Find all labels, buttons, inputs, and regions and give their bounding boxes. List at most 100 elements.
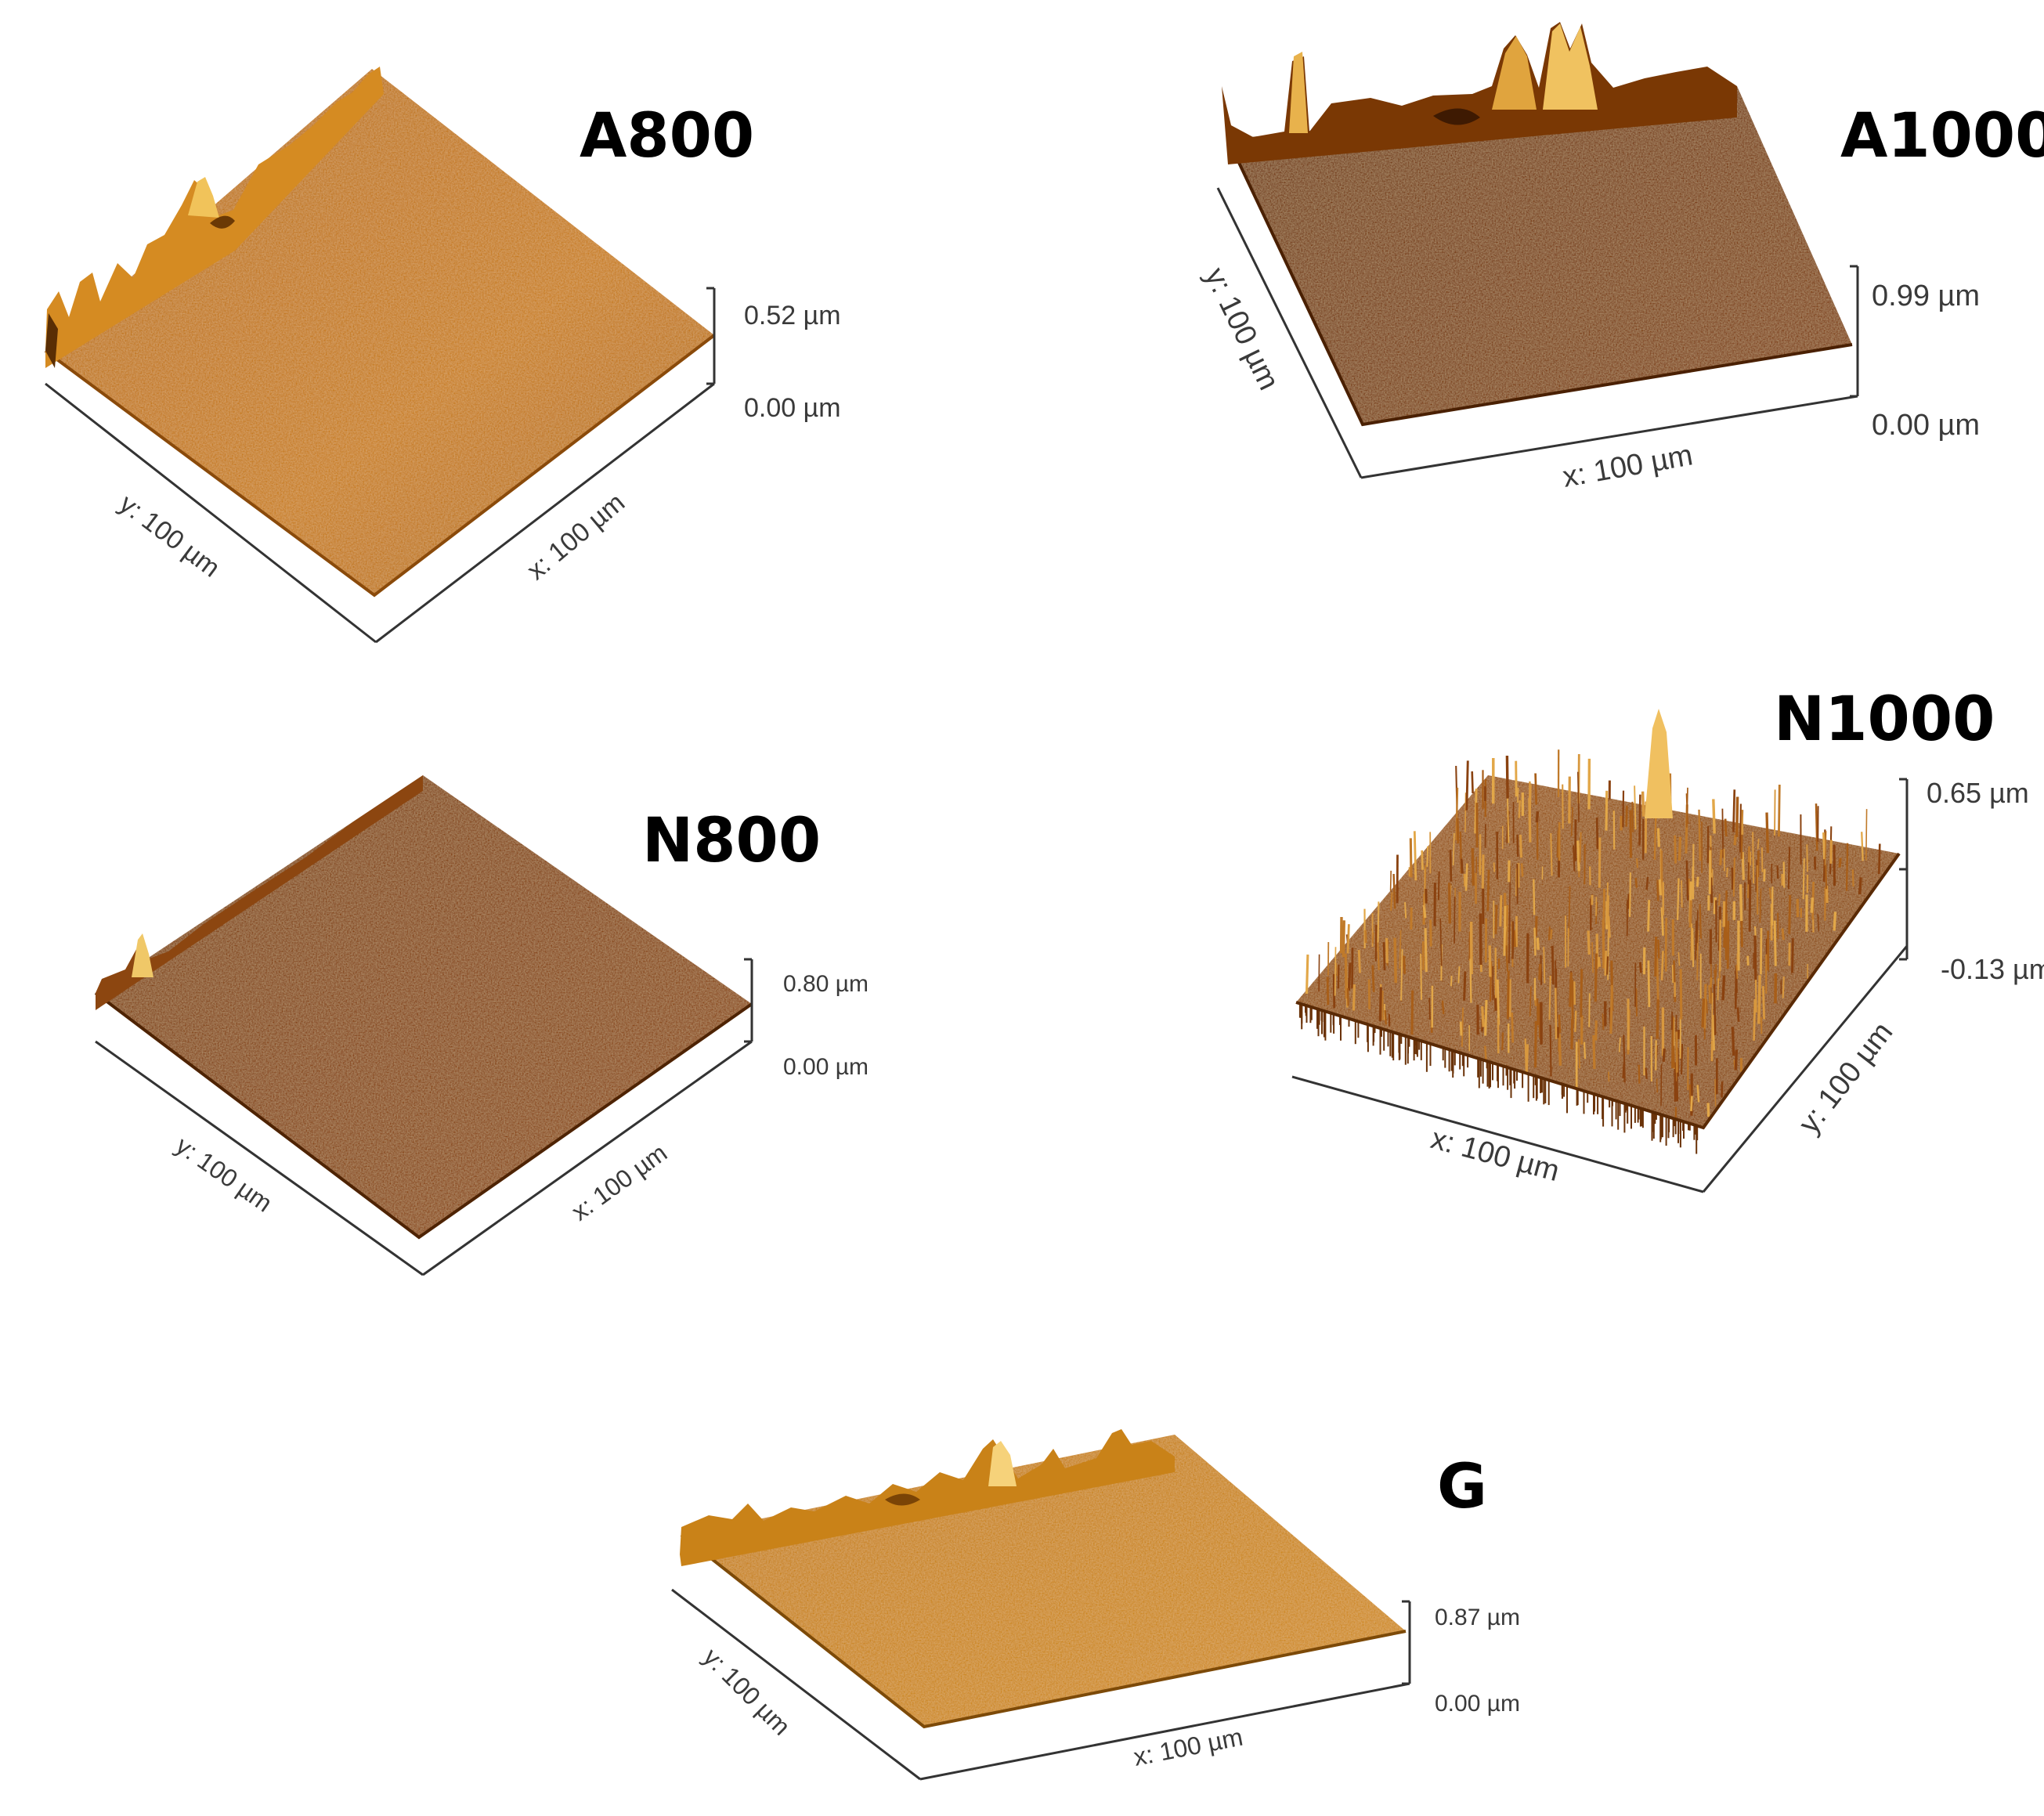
a1000-spike-left [1289, 52, 1308, 133]
n1000-spike [1570, 1019, 1574, 1049]
a1000-dark-pit [1433, 108, 1480, 125]
n1000-spike [1734, 965, 1738, 1009]
n1000-spike [1696, 876, 1699, 887]
a800-surface [45, 69, 714, 595]
n1000-spike [1558, 1034, 1562, 1066]
n1000-spike [1671, 1016, 1674, 1069]
g-back-ridge [680, 1429, 1175, 1566]
n1000-spike [1674, 835, 1677, 864]
a1000-front-edge [1226, 139, 1853, 427]
n1000-spike [1533, 1020, 1537, 1068]
n1000-spike [1519, 834, 1522, 858]
n1000-spike [1505, 945, 1509, 972]
n1000-spike [1392, 873, 1396, 909]
n1000-spike [1486, 869, 1490, 912]
g-dark-pit [885, 1493, 920, 1506]
a800-y-axis-line [45, 382, 377, 644]
n1000-spike [1426, 846, 1429, 867]
n1000-spike [1658, 879, 1663, 896]
n1000-spike [1334, 947, 1337, 996]
n1000-spike [1533, 927, 1537, 956]
n1000-spike [1518, 800, 1521, 818]
n1000-spike [1638, 1064, 1641, 1084]
n1000-spike [1595, 818, 1599, 850]
a1000-x-axis-line [1360, 395, 1858, 479]
n1000-spike [1656, 999, 1659, 1039]
n1000-spike [1346, 924, 1350, 954]
n1000-spike [1645, 1067, 1648, 1079]
n1000-spike [1605, 790, 1609, 831]
n1000-spike [1681, 880, 1683, 908]
n1000-spike [1731, 867, 1734, 890]
n1000-spike [1428, 998, 1431, 1020]
n1000-spike [1660, 1063, 1663, 1107]
n1000-spike [1711, 1015, 1715, 1051]
n1000-spike [1724, 818, 1728, 837]
n1000-spike [1481, 1006, 1485, 1027]
g-z-min-label: 0.00 µm [1435, 1691, 1520, 1717]
n1000-spike [1494, 904, 1498, 934]
n1000-spike [1577, 1039, 1581, 1069]
n1000-y-axis-line [1702, 945, 1909, 1193]
n1000-spike [1382, 942, 1386, 971]
g-bright-peak [988, 1441, 1017, 1486]
n1000-spike [1385, 937, 1389, 963]
a1000-surface [1228, 86, 1852, 424]
n800-back-ridge [96, 775, 423, 1010]
n1000-spike [1352, 984, 1356, 1011]
a1000-peak-center [1492, 36, 1537, 110]
a1000-peak-right [1543, 23, 1598, 110]
n1000-spike [1390, 892, 1393, 912]
n1000-spike [1714, 1078, 1717, 1107]
n1000-spike [1629, 872, 1631, 917]
n1000-x-axis-label: x: 100 µm [1428, 1122, 1563, 1188]
n1000-spike [1460, 858, 1464, 874]
n1000-spike [1680, 1043, 1684, 1075]
n1000-spike [1706, 998, 1708, 1014]
n1000-spike [1409, 838, 1413, 878]
n1000-spike [1454, 896, 1456, 944]
n800-title: N800 [642, 806, 821, 876]
n1000-spike [1714, 969, 1717, 987]
n1000-spike [1762, 986, 1765, 1020]
n1000-spike [1504, 904, 1509, 949]
n1000-spike [1421, 850, 1424, 870]
n1000-spike [1471, 771, 1474, 794]
n1000-spike [1597, 957, 1602, 967]
n1000-spike [1768, 887, 1772, 899]
n1000-spike [1662, 1048, 1666, 1063]
a800-dark-pit [210, 215, 235, 229]
g-y-axis-line [671, 1588, 921, 1781]
n1000-spike [1688, 900, 1692, 928]
n1000-spike [1481, 854, 1485, 889]
a1000-y-axis-label: y: 100 µm [1198, 263, 1285, 395]
n1000-spike [1604, 950, 1608, 976]
n1000-spike [1501, 1032, 1504, 1051]
n800-bright-peak [132, 933, 153, 977]
n1000-spike [1656, 1078, 1658, 1093]
n1000-spike [1721, 975, 1726, 1001]
n1000-spike [1656, 958, 1659, 1005]
n1000-spike [1588, 993, 1591, 1027]
n1000-spike [1753, 935, 1757, 980]
n1000-spike [1515, 760, 1518, 797]
g-title: G [1437, 1452, 1487, 1522]
n1000-spike [1378, 987, 1382, 1022]
a800-z-max-label: 0.52 µm [744, 301, 841, 330]
n1000-spike [1638, 794, 1641, 846]
n1000-spike [1533, 879, 1536, 915]
n1000-spike [1815, 803, 1818, 851]
n1000-spike [1602, 919, 1605, 969]
a800-left-shadow [45, 313, 58, 368]
n1000-spike [1403, 955, 1407, 974]
n1000-spike [1635, 987, 1638, 1017]
n1000-spike [1594, 1020, 1598, 1041]
n1000-spike [1709, 977, 1713, 988]
n1000-spike [1389, 870, 1392, 891]
n1000-spike [1399, 930, 1402, 969]
n1000-spike [1505, 755, 1509, 799]
n1000-spike [1739, 884, 1743, 922]
n1000-spike [1698, 809, 1701, 861]
n800-y-axis-line [95, 1040, 424, 1276]
n1000-spike [1605, 956, 1609, 975]
